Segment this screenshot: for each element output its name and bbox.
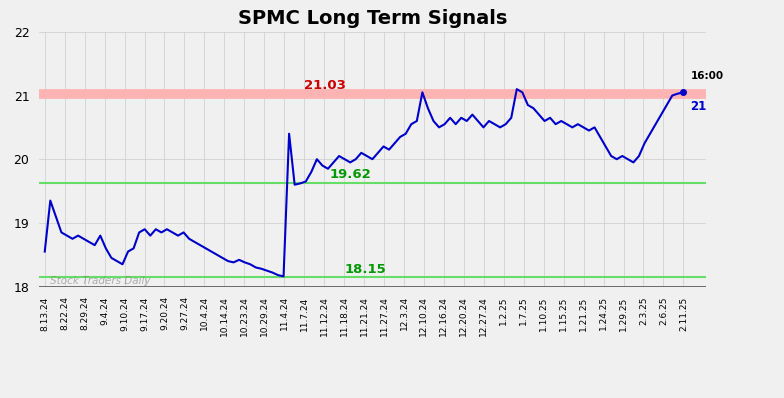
Text: 18.15: 18.15	[344, 263, 386, 275]
Text: 21: 21	[691, 100, 707, 113]
Text: 19.62: 19.62	[330, 168, 372, 181]
Text: 16:00: 16:00	[691, 71, 724, 81]
Title: SPMC Long Term Signals: SPMC Long Term Signals	[238, 8, 507, 27]
Text: 21.03: 21.03	[304, 79, 346, 92]
Text: Stock Traders Daily: Stock Traders Daily	[50, 276, 151, 286]
